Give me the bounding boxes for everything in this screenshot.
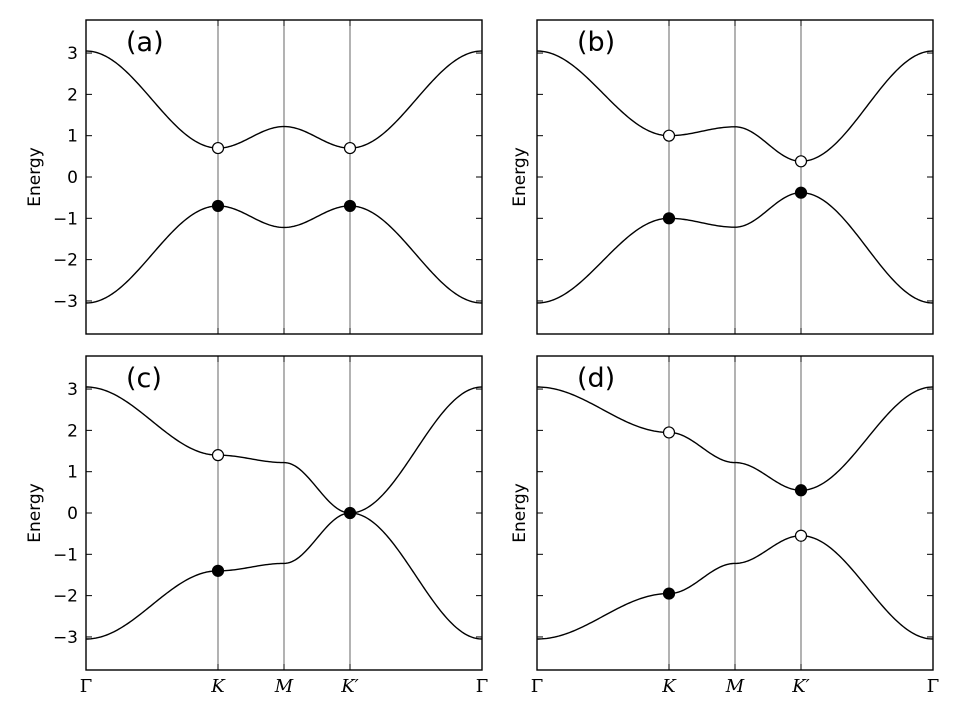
y-tick-label: 3	[67, 44, 78, 64]
panel-c: 3 2 1 0 −1 −2 −3 Γ K M K′ Γ Energy (c)	[25, 355, 489, 697]
y-tick-label: −1	[53, 209, 78, 229]
x-tick-label: Γ	[927, 676, 940, 697]
y-axis-label: Energy	[510, 483, 530, 543]
conduction-band-line	[85, 386, 483, 514]
y-tick-label: 3	[67, 380, 78, 400]
open-circle-marker	[794, 529, 808, 542]
filled-circle-marker	[794, 186, 808, 199]
panel-label: (b)	[577, 27, 615, 58]
y-tick-label: −2	[53, 251, 78, 271]
panel-label: (c)	[126, 363, 162, 394]
y-tick-label: −1	[53, 545, 78, 565]
open-circle-marker	[211, 449, 225, 462]
x-tick-label: M	[274, 676, 294, 697]
conduction-band-line	[85, 50, 483, 149]
panel-d: Γ K M K′ Γ Energy (d)	[510, 355, 940, 697]
open-circle-marker	[662, 129, 676, 142]
conduction-band-line	[536, 50, 934, 163]
y-tick-label: −3	[53, 628, 78, 648]
y-axis-label: Energy	[510, 147, 530, 207]
x-tick-label: K	[661, 676, 677, 697]
y-tick-label: −3	[53, 292, 78, 312]
x-tick-label: Γ	[531, 676, 544, 697]
y-tick-label: 2	[67, 421, 78, 441]
y-tick-label: 0	[67, 168, 78, 188]
x-tick-label: K	[210, 676, 226, 697]
panel-b: Energy (b)	[510, 19, 934, 335]
filled-circle-marker	[794, 484, 808, 497]
open-circle-marker	[343, 141, 357, 155]
open-circle-marker	[662, 426, 676, 439]
filled-circle-marker	[343, 506, 357, 520]
x-tick-label: Γ	[476, 676, 489, 697]
open-circle-marker	[794, 155, 808, 168]
conduction-band-line	[536, 386, 934, 491]
filled-circle-marker	[662, 212, 676, 225]
y-axis-label: Energy	[25, 483, 45, 543]
y-tick-label: 1	[67, 127, 78, 147]
filled-circle-marker	[211, 199, 225, 213]
panel-a: 3 2 1 0 −1 −2 −3 Energy (a)	[25, 19, 483, 335]
panel-label: (a)	[126, 27, 164, 58]
open-circle-marker	[211, 141, 225, 155]
x-tick-label: K′	[340, 676, 359, 697]
valence-band-line	[85, 512, 483, 640]
valence-band-line	[536, 191, 934, 304]
x-tick-label: K′	[791, 676, 810, 697]
x-tick-label: M	[725, 676, 745, 697]
valence-band-line	[536, 535, 934, 640]
panel-label: (d)	[577, 363, 615, 394]
y-axis-label: Energy	[25, 147, 45, 207]
y-tick-label: 1	[67, 463, 78, 483]
y-tick-label: 2	[67, 85, 78, 105]
filled-circle-marker	[343, 199, 357, 213]
y-tick-label: 0	[67, 504, 78, 524]
valence-band-line	[85, 205, 483, 304]
x-tick-label: Γ	[80, 676, 93, 697]
y-tick-label: −2	[53, 587, 78, 607]
filled-circle-marker	[211, 564, 225, 577]
filled-circle-marker	[662, 587, 676, 600]
